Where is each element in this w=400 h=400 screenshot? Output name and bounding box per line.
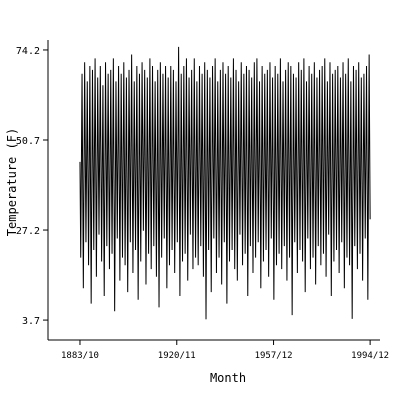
- x-axis-label: Month: [210, 371, 246, 385]
- data-line: [79, 46, 371, 320]
- y-tick-label: 27.2: [16, 226, 40, 237]
- y-axis-label: Temperature (F): [5, 128, 19, 236]
- y-tick-label: 3.7: [22, 316, 40, 327]
- x-tick-label: 1883/10: [61, 351, 99, 361]
- y-tick-label: 50.7: [16, 136, 40, 147]
- x-tick-label: 1957/12: [255, 351, 293, 361]
- y-tick-label: 74.2: [16, 46, 40, 57]
- x-tick-label: 1920/11: [158, 351, 196, 361]
- x-tick-label: 1994/12: [351, 351, 389, 361]
